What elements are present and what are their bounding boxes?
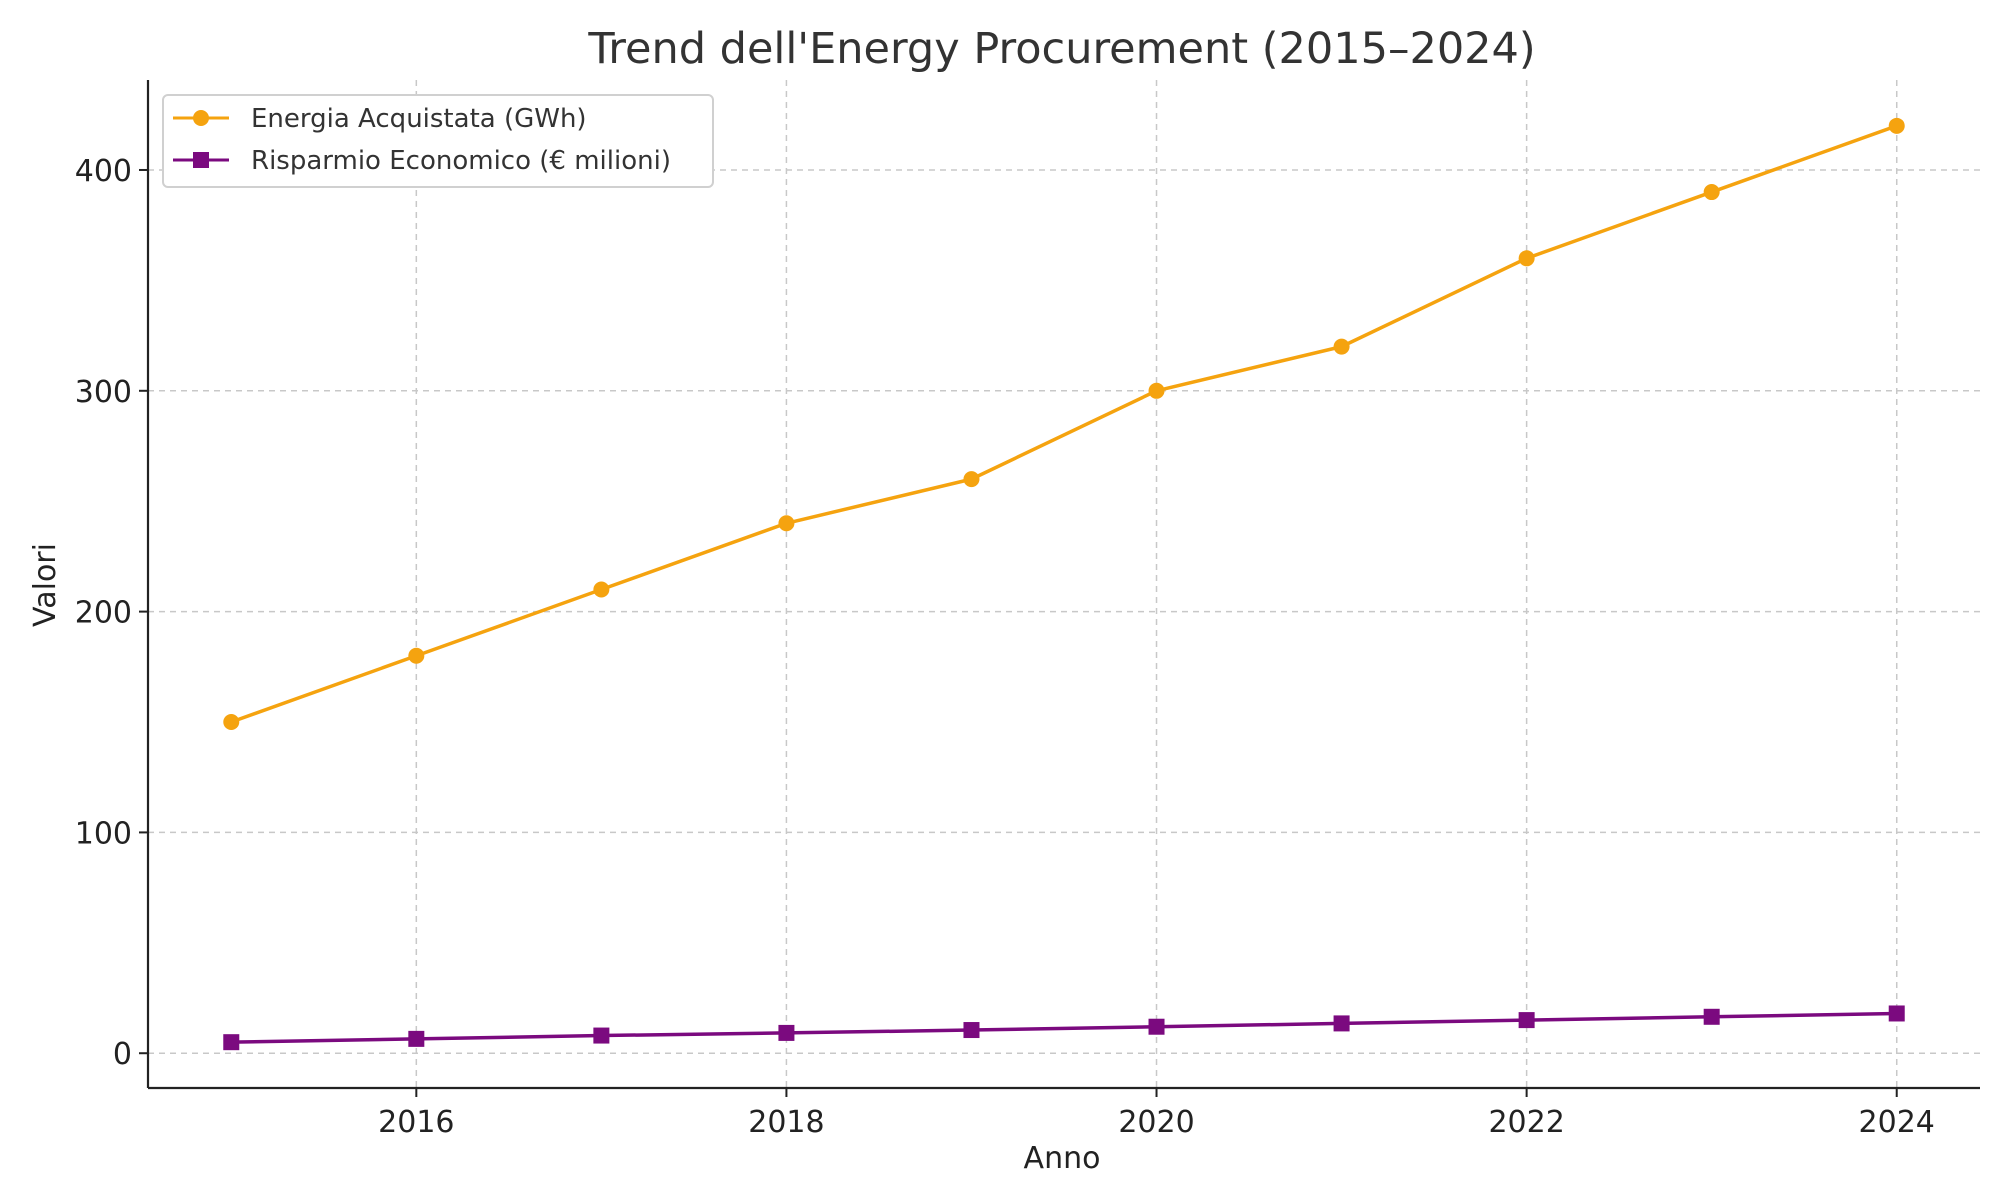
x-tick-label: 2020 (1118, 1105, 1194, 1140)
legend-marker-energia (193, 110, 209, 126)
data-point (778, 515, 795, 532)
series-line (230, 124, 1898, 724)
legend-label-energia: Energia Acquistata (GWh) (251, 104, 587, 134)
legend-label-risparmio: Risparmio Economico (€ milioni) (251, 146, 671, 176)
series-group (223, 117, 1905, 1051)
data-point (778, 1024, 795, 1041)
legend: Energia Acquistata (GWh) Risparmio Econo… (162, 94, 714, 188)
data-point (593, 1027, 610, 1044)
y-axis-label: Valori (28, 543, 63, 627)
data-point (963, 471, 980, 488)
y-tick-label: 100 (75, 816, 132, 851)
data-point (1518, 1012, 1535, 1029)
data-point (1148, 382, 1165, 399)
data-point (963, 1022, 980, 1039)
y-tick-label: 200 (75, 596, 132, 631)
data-point (1703, 184, 1720, 201)
y-tick-label: 300 (75, 375, 132, 410)
x-ticks: 2016 2018 2020 2022 2024 (378, 1088, 1935, 1140)
data-point (223, 1034, 240, 1051)
series-2 (223, 1005, 1905, 1051)
series-line (231, 1011, 1897, 1044)
data-point (223, 714, 240, 731)
data-point (593, 581, 610, 598)
legend-box (162, 94, 714, 188)
legend-marker-risparmio (193, 152, 209, 168)
y-ticks: 0 100 200 300 400 (75, 154, 148, 1072)
data-point (1888, 117, 1905, 134)
axes (146, 80, 1980, 1090)
x-tick-label: 2018 (748, 1105, 824, 1140)
data-point (1333, 338, 1350, 355)
series-1 (223, 117, 1905, 731)
x-axis-label: Anno (1024, 1141, 1101, 1176)
data-point (408, 1030, 425, 1047)
x-tick-label: 2016 (378, 1105, 454, 1140)
x-tick-label: 2022 (1488, 1105, 1564, 1140)
x-tick-label: 2024 (1859, 1105, 1935, 1140)
data-point (1703, 1008, 1720, 1025)
chart-title: Trend dell'Energy Procurement (2015–2024… (587, 24, 1535, 74)
data-point (1888, 1005, 1905, 1022)
data-point (1148, 1018, 1165, 1035)
data-point (408, 647, 425, 664)
grid (148, 80, 1980, 1088)
data-point (1333, 1015, 1350, 1032)
y-tick-label: 0 (113, 1037, 132, 1072)
y-tick-label: 400 (75, 154, 132, 189)
data-point (1518, 250, 1535, 267)
